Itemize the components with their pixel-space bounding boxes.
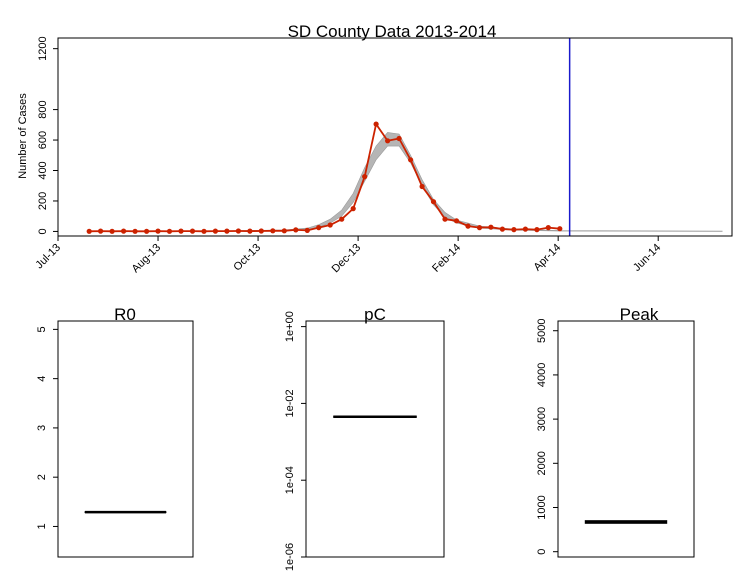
data-point — [373, 121, 379, 127]
data-point — [419, 183, 425, 190]
panel-frame — [57, 320, 194, 558]
y-tick-label: 0 — [37, 228, 49, 234]
data-point — [522, 226, 529, 232]
data-point — [144, 228, 150, 234]
data-point — [293, 227, 299, 233]
y-tick-label: 4000 — [536, 363, 548, 387]
data-point — [511, 227, 517, 233]
data-point — [385, 138, 391, 144]
data-point — [86, 228, 92, 234]
panel-frame — [305, 320, 445, 558]
y-tick-label: 2 — [36, 474, 48, 480]
x-tick-label: Apr-14 — [531, 242, 563, 274]
data-point — [281, 228, 287, 234]
y-tick-label: 1200 — [37, 36, 49, 60]
y-axis-label: Number of Cases — [17, 93, 29, 179]
data-point — [350, 206, 356, 212]
x-tick-label: Aug-13 — [130, 242, 164, 276]
series-line — [89, 121, 560, 233]
data-point — [465, 223, 471, 229]
data-point — [304, 227, 310, 233]
data-point — [189, 228, 196, 234]
data-point — [224, 228, 230, 234]
chart-title: SD County Data 2013-2014 — [288, 22, 497, 41]
box-panel-pc: pC 1e-06 1e-04 1e-02 1e+00 — [284, 305, 445, 571]
box-panel-r0: R0 1 2 3 4 5 — [36, 305, 194, 558]
data-point — [132, 228, 138, 234]
data-point — [534, 227, 540, 233]
data-point — [316, 225, 322, 231]
y-tick-label: 400 — [37, 161, 49, 179]
data-point — [270, 228, 276, 234]
data-point — [166, 228, 173, 234]
data-point — [430, 199, 437, 205]
y-tick-label: 3000 — [536, 407, 548, 431]
data-point — [408, 157, 414, 163]
y-tick-label: 1e-04 — [284, 466, 296, 494]
x-tick-label: Oct-13 — [231, 242, 263, 274]
data-point — [396, 135, 402, 142]
x-tick-label: Feb-14 — [430, 242, 463, 275]
data-point — [545, 225, 551, 231]
y-tick-label: 1e+00 — [284, 311, 296, 342]
y-tick-label: 1e-06 — [284, 543, 296, 571]
fit-band-layer — [88, 132, 723, 232]
x-tick-label: Jul-13 — [33, 242, 63, 272]
data-point — [476, 225, 483, 231]
y-tick-label: 800 — [37, 100, 49, 118]
y-tick-label: 4 — [36, 376, 48, 382]
y-tick-label: 5 — [36, 326, 48, 332]
x-tick-label: Dec-13 — [330, 242, 364, 276]
data-point — [109, 228, 115, 234]
data-point — [258, 228, 264, 234]
plot-frame — [57, 37, 733, 237]
data-point — [362, 174, 368, 180]
data-point — [201, 228, 207, 234]
y-tick-label: 2000 — [536, 451, 548, 475]
panel-title: Peak — [620, 305, 659, 324]
y-tick-label: 3 — [36, 425, 48, 431]
y-tick-label: 1e-02 — [284, 389, 296, 417]
data-point — [488, 224, 494, 230]
data-point — [155, 228, 161, 234]
data-point — [327, 222, 333, 228]
data-point — [178, 228, 184, 234]
y-tick-label: 0 — [536, 549, 548, 555]
box-panel-peak: Peak 0 1000 2000 3000 4000 5000 — [536, 305, 695, 558]
data-point — [499, 226, 505, 232]
y-tick-label: 600 — [37, 131, 49, 149]
data-point — [453, 218, 460, 224]
panel-title: pC — [364, 305, 386, 324]
fit-band — [88, 132, 723, 232]
data-point — [98, 228, 104, 234]
data-point — [557, 226, 563, 232]
data-point — [339, 216, 345, 222]
axes: 0 200 400 600 800 1200 Jul-13 Aug-13 Oct-13 Dec-1… — [33, 36, 663, 275]
panel-title: R0 — [114, 305, 136, 324]
y-tick-label: 200 — [37, 192, 49, 210]
x-tick-label: Jun-14 — [631, 242, 663, 274]
data-point — [121, 228, 127, 234]
y-tick-label: 5000 — [536, 318, 548, 342]
data-point — [235, 228, 241, 234]
data-point — [442, 216, 448, 222]
y-tick-label: 1 — [36, 523, 48, 529]
data-point — [212, 228, 218, 234]
y-tick-label: 1000 — [536, 495, 548, 519]
series-layer — [86, 38, 571, 236]
data-point — [247, 228, 253, 234]
main-chart: SD County Data 2013-2014 Number of Cases… — [17, 22, 733, 275]
